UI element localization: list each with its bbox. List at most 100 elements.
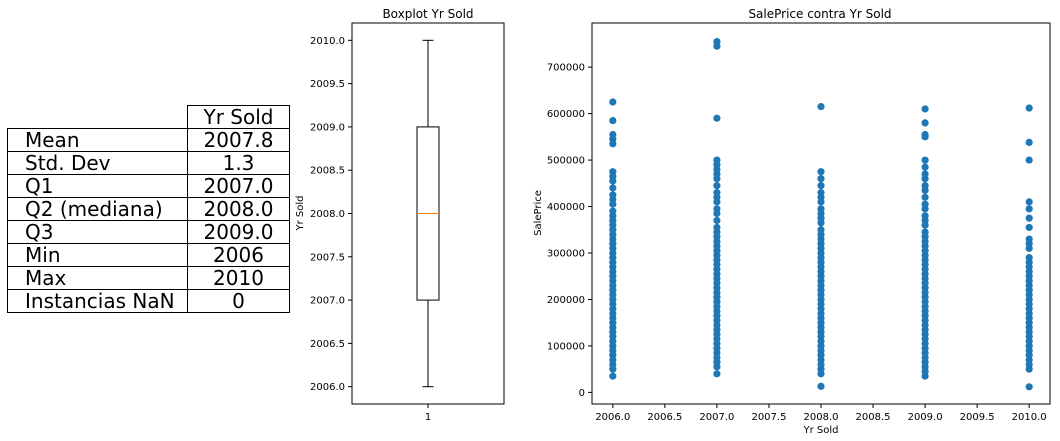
stats-row-q3: Q3 2009.0: [7, 220, 290, 244]
stats-value: 2006: [187, 243, 290, 267]
scatter-x-tick-label: 2009.0: [908, 412, 943, 423]
stats-value: 2007.0: [187, 174, 290, 198]
scatter-point: [921, 163, 929, 171]
scatter-point: [713, 188, 721, 197]
scatter-point: [713, 370, 721, 378]
stats-value: 2010: [187, 266, 290, 290]
scatter-point: [1025, 205, 1033, 213]
boxplot-y-tick-label: 2006.5: [310, 339, 345, 350]
scatter-point: [817, 103, 825, 111]
scatter-point: [1025, 214, 1033, 222]
stats-value: 2009.0: [187, 220, 290, 244]
stats-row-min: Min 2006: [7, 243, 290, 267]
stats-table-header-row: Yr Sold: [8, 105, 290, 129]
boxplot-y-tick-label: 2007.0: [310, 296, 345, 307]
boxplot-ylabel: Yr Sold: [295, 196, 306, 232]
scatter-point: [817, 205, 825, 213]
scatter-point: [609, 168, 617, 176]
scatter-point: [1025, 198, 1033, 206]
stats-row-q2: Q2 (mediana) 2008.0: [7, 197, 290, 221]
scatter-point: [921, 212, 929, 220]
scatter-x-tick-label: 2007.0: [699, 412, 734, 423]
scatter-points: [609, 37, 1033, 391]
scatter-xlabel: Yr Sold: [803, 425, 839, 436]
scatter-point: [817, 188, 825, 197]
boxplot-chart: Boxplot Yr Sold 2006.0 2006.5 2007.0 2007.5…: [295, 7, 505, 423]
scatter-y-tick-label: 200000: [547, 295, 585, 306]
boxplot-y-tick-label: 2009.5: [310, 79, 345, 90]
scatter-point: [609, 372, 617, 380]
scatter-point: [713, 205, 721, 213]
scatter-point: [609, 191, 617, 199]
boxplot-y-tick-label: 2006.0: [310, 382, 345, 393]
scatter-point: [1025, 235, 1033, 243]
stats-table-column-header: Yr Sold: [187, 105, 290, 129]
scatter-point: [921, 193, 929, 201]
scatter-point: [817, 226, 825, 234]
boxplot-y-tick-label: 2010.0: [310, 36, 345, 47]
scatter-point: [609, 184, 617, 192]
scatter-point: [713, 156, 721, 164]
scatter-point: [921, 130, 929, 139]
scatter-x-axis: 2006.0 2006.5 2007.0 2007.5 2008.0 2008.5 2009…: [595, 404, 1047, 423]
scatter-x-tick-label: 2006.5: [647, 412, 682, 423]
boxplot-y-tick-label: 2009.0: [310, 122, 345, 133]
scatter-point: [817, 168, 825, 176]
scatter-y-tick-label: 300000: [547, 248, 585, 259]
stats-value: 2008.0: [187, 197, 290, 221]
stats-label: Instancias NaN: [7, 289, 188, 313]
scatter-y-tick-label: 0: [579, 388, 585, 399]
stats-label: Q2 (mediana): [7, 197, 188, 221]
scatter-point: [1025, 223, 1033, 232]
stats-label: Min: [7, 243, 188, 267]
boxplot-y-axis: 2006.0 2006.5 2007.0 2007.5 2008.0 2008.5 2009…: [310, 36, 352, 393]
scatter-y-tick-label: 100000: [547, 341, 585, 352]
scatter-point: [609, 116, 617, 125]
scatter-point: [817, 182, 825, 190]
stats-row-mean: Mean 2007.8: [7, 128, 290, 152]
scatter-y-axis: 0 100000 200000 300000 400000 500000 600000 700…: [547, 63, 592, 399]
scatter-y-tick-label: 400000: [547, 202, 585, 213]
scatter-point: [921, 156, 929, 164]
scatter-point: [921, 105, 929, 113]
scatter-x-tick-label: 2009.5: [960, 412, 995, 423]
stats-row-nan: Instancias NaN 0: [7, 289, 290, 313]
scatter-point: [609, 207, 617, 215]
scatter-point: [921, 200, 929, 208]
scatter-point: [713, 37, 721, 46]
stats-label: Std. Dev: [7, 151, 188, 175]
scatter-point: [921, 182, 929, 190]
boxplot-y-tick-label: 2007.5: [310, 252, 345, 263]
scatter-x-tick-label: 2010.0: [1012, 412, 1047, 423]
stats-label: Mean: [7, 128, 188, 152]
scatter-x-tick-label: 2007.5: [751, 412, 786, 423]
scatter-title: SalePrice contra Yr Sold: [748, 7, 891, 21]
boxplot-x-axis: 1: [425, 404, 431, 423]
stats-value: 0: [187, 289, 290, 313]
scatter-point: [1025, 383, 1033, 391]
scatter-x-tick-label: 2008.5: [856, 412, 891, 423]
scatter-point: [1025, 254, 1033, 262]
stats-table: Yr Sold Mean 2007.8 Std. Dev 1.3 Q1 2007…: [7, 105, 290, 313]
scatter-point: [1025, 138, 1033, 147]
stats-label: Q3: [7, 220, 188, 244]
scatter-point: [817, 175, 825, 183]
stats-label: Max: [7, 266, 188, 290]
scatter-point: [921, 170, 929, 178]
boxplot-x-tick-label: 1: [425, 412, 431, 423]
scatter-point: [1025, 156, 1033, 164]
boxplot-title: Boxplot Yr Sold: [382, 7, 473, 21]
scatter-ylabel: SalePrice: [533, 190, 544, 236]
boxplot-body: [416, 39, 440, 388]
scatter-y-tick-label: 700000: [547, 63, 585, 74]
scatter-point: [609, 130, 617, 139]
boxplot-y-tick-label: 2008.0: [310, 209, 345, 220]
scatter-point: [921, 119, 929, 127]
stats-row-max: Max 2010: [7, 266, 290, 290]
scatter-y-tick-label: 600000: [547, 109, 585, 120]
scatter-point: [713, 223, 721, 232]
stats-row-q1: Q1 2007.0: [7, 174, 290, 198]
scatter-chart: SalePrice contra Yr Sold 0 100000 200000 30…: [533, 7, 1051, 436]
scatter-point: [1025, 104, 1033, 112]
